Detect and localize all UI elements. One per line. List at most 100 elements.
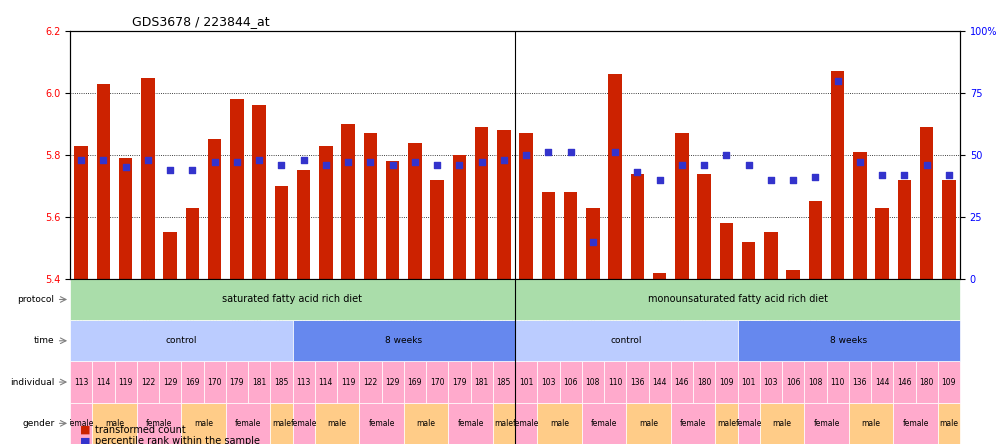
FancyBboxPatch shape (114, 361, 137, 403)
Text: ■: ■ (80, 425, 90, 435)
FancyBboxPatch shape (871, 361, 893, 403)
Text: transformed count: transformed count (95, 425, 186, 435)
Bar (230, 99, 244, 279)
Point (785, 176, 801, 183)
FancyBboxPatch shape (493, 361, 515, 403)
Bar (764, 232, 778, 279)
Point (874, 171, 890, 178)
FancyBboxPatch shape (515, 320, 738, 361)
Text: 129: 129 (163, 377, 177, 387)
Bar (186, 208, 199, 279)
FancyBboxPatch shape (693, 361, 715, 403)
Text: 136: 136 (630, 377, 645, 387)
Point (95, 156, 111, 163)
Text: 113: 113 (296, 377, 311, 387)
FancyBboxPatch shape (315, 403, 359, 444)
Text: 101: 101 (741, 377, 756, 387)
FancyBboxPatch shape (893, 361, 916, 403)
Point (941, 171, 957, 178)
Text: 106: 106 (563, 377, 578, 387)
FancyBboxPatch shape (849, 403, 893, 444)
Text: female: female (457, 419, 484, 428)
Text: 110: 110 (830, 377, 845, 387)
FancyBboxPatch shape (226, 361, 248, 403)
Point (296, 156, 312, 163)
Point (407, 159, 423, 166)
Point (340, 159, 356, 166)
Point (251, 156, 267, 163)
FancyBboxPatch shape (515, 403, 537, 444)
Text: female: female (813, 419, 840, 428)
Bar (453, 155, 466, 279)
Point (763, 176, 779, 183)
Point (852, 159, 868, 166)
Bar (141, 78, 155, 279)
Text: protocol: protocol (17, 295, 54, 304)
Bar (831, 71, 844, 279)
Text: 185: 185 (274, 377, 289, 387)
FancyBboxPatch shape (337, 361, 359, 403)
Text: 114: 114 (96, 377, 111, 387)
FancyBboxPatch shape (582, 361, 604, 403)
FancyBboxPatch shape (70, 279, 515, 320)
FancyBboxPatch shape (515, 361, 537, 403)
Text: 103: 103 (541, 377, 556, 387)
FancyBboxPatch shape (715, 403, 738, 444)
Text: 122: 122 (363, 377, 378, 387)
Point (652, 176, 668, 183)
FancyBboxPatch shape (938, 361, 960, 403)
Bar (386, 161, 399, 279)
FancyBboxPatch shape (292, 403, 315, 444)
Point (807, 174, 823, 181)
FancyBboxPatch shape (137, 361, 159, 403)
Text: 119: 119 (341, 377, 355, 387)
Bar (74, 146, 88, 279)
Text: female: female (68, 419, 94, 428)
Point (362, 159, 378, 166)
Bar (208, 139, 221, 279)
Bar (319, 146, 333, 279)
Point (162, 166, 178, 173)
Point (496, 156, 512, 163)
FancyBboxPatch shape (782, 361, 804, 403)
FancyBboxPatch shape (315, 361, 337, 403)
FancyBboxPatch shape (560, 361, 582, 403)
FancyBboxPatch shape (292, 320, 515, 361)
Bar (675, 133, 689, 279)
Text: female: female (591, 419, 617, 428)
Text: male: male (105, 419, 124, 428)
Text: male: male (494, 419, 513, 428)
FancyBboxPatch shape (738, 320, 960, 361)
Text: 119: 119 (118, 377, 133, 387)
Text: 114: 114 (319, 377, 333, 387)
Bar (586, 208, 600, 279)
Bar (408, 143, 422, 279)
Text: male: male (194, 419, 213, 428)
FancyBboxPatch shape (760, 361, 782, 403)
Text: male: male (862, 419, 881, 428)
FancyBboxPatch shape (826, 361, 849, 403)
Text: 8 weeks: 8 weeks (830, 336, 867, 345)
FancyBboxPatch shape (671, 403, 715, 444)
Point (273, 161, 289, 168)
Bar (341, 124, 355, 279)
Text: 113: 113 (74, 377, 88, 387)
Point (140, 156, 156, 163)
FancyBboxPatch shape (70, 403, 92, 444)
Point (607, 149, 623, 156)
FancyBboxPatch shape (448, 361, 471, 403)
Text: 146: 146 (675, 377, 689, 387)
Text: 181: 181 (475, 377, 489, 387)
Text: 169: 169 (185, 377, 200, 387)
FancyBboxPatch shape (359, 361, 382, 403)
FancyBboxPatch shape (70, 361, 92, 403)
Bar (942, 180, 956, 279)
FancyBboxPatch shape (515, 279, 960, 320)
FancyBboxPatch shape (70, 320, 292, 361)
Text: 108: 108 (586, 377, 600, 387)
FancyBboxPatch shape (804, 403, 849, 444)
Point (629, 169, 645, 176)
FancyBboxPatch shape (270, 403, 292, 444)
FancyBboxPatch shape (137, 403, 181, 444)
Bar (875, 208, 889, 279)
